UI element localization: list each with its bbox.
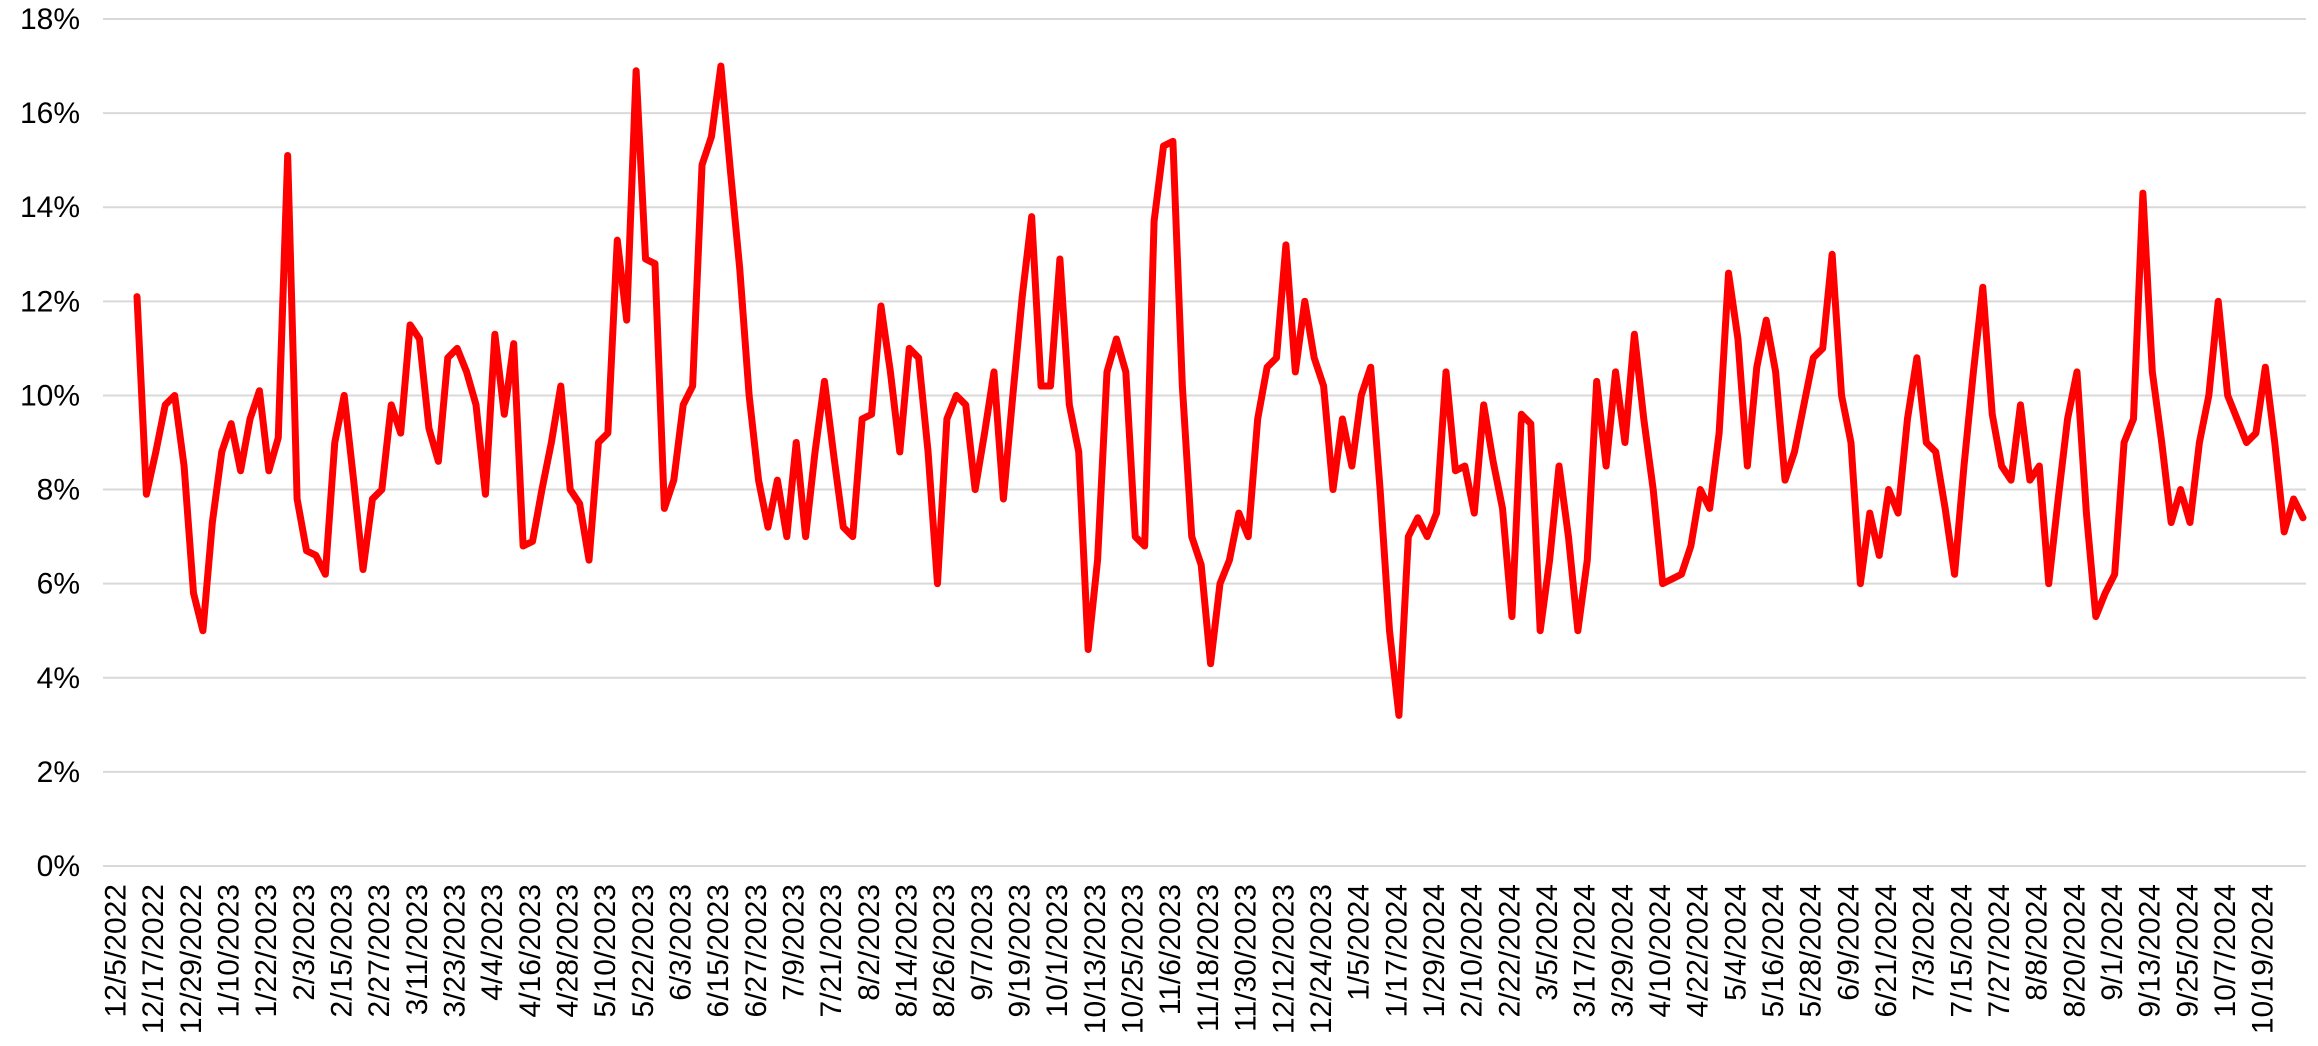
x-tick-label: 9/25/2024 [2171,884,2204,1017]
x-tick-label: 1/22/2023 [250,884,283,1017]
x-tick-label: 2/15/2023 [326,884,359,1017]
x-tick-label: 5/4/2024 [1719,884,1752,1001]
x-tick-label: 11/30/2023 [1230,884,1263,1032]
x-tick-label: 4/16/2023 [514,884,547,1017]
y-tick-label: 2% [37,756,80,789]
x-tick-label: 9/19/2023 [1004,884,1037,1017]
x-tick-label: 7/27/2024 [1983,884,2016,1017]
y-tick-label: 16% [20,97,80,130]
y-tick-label: 10% [20,379,80,412]
x-tick-label: 2/27/2023 [363,884,396,1017]
x-tick-label: 10/7/2024 [2209,884,2242,1017]
y-tick-label: 8% [37,474,80,507]
x-tick-label: 2/3/2023 [288,884,321,1001]
y-tick-label: 6% [37,568,80,601]
x-tick-label: 5/22/2023 [627,884,660,1017]
x-tick-label: 8/14/2023 [891,884,924,1017]
x-tick-label: 1/17/2024 [1380,884,1413,1017]
x-tick-label: 11/6/2023 [1154,884,1187,1015]
x-tick-label: 12/24/2023 [1305,884,1338,1034]
y-tick-label: 14% [20,191,80,224]
x-tick-label: 7/3/2024 [1908,884,1941,1001]
x-tick-label: 8/20/2024 [2058,884,2091,1017]
x-tick-label: 6/21/2024 [1870,884,1903,1017]
x-tick-label: 8/26/2023 [928,884,961,1017]
x-tick-label: 1/29/2024 [1418,884,1451,1017]
x-tick-label: 3/11/2023 [401,884,434,1015]
x-tick-label: 9/7/2023 [966,884,999,1001]
x-tick-label: 1/10/2023 [213,884,246,1017]
x-tick-label: 3/29/2024 [1606,884,1639,1017]
x-tick-label: 4/22/2024 [1682,884,1715,1017]
x-tick-label: 5/10/2023 [589,884,622,1017]
x-tick-label: 12/29/2022 [175,884,208,1034]
x-tick-label: 4/28/2023 [552,884,585,1017]
y-tick-label: 12% [20,285,80,318]
x-tick-label: 7/21/2023 [815,884,848,1017]
x-tick-label: 8/2/2023 [853,884,886,1001]
x-tick-label: 6/9/2024 [1832,884,1865,1001]
x-tick-label: 9/1/2024 [2096,884,2129,1001]
x-tick-label: 7/15/2024 [1945,884,1978,1017]
x-tick-label: 3/23/2023 [439,884,472,1017]
y-tick-label: 4% [37,662,80,695]
x-tick-label: 12/12/2023 [1267,884,1300,1034]
x-tick-label: 10/19/2024 [2247,884,2280,1034]
x-tick-label: 1/5/2024 [1343,884,1376,1001]
x-tick-label: 2/10/2024 [1456,884,1489,1017]
y-tick-label: 18% [20,3,80,36]
x-tick-label: 7/9/2023 [778,884,811,1001]
data-line [133,62,2307,719]
x-tick-label: 5/16/2024 [1757,884,1790,1017]
x-tick-label: 6/27/2023 [740,884,773,1017]
x-tick-label: 10/13/2023 [1079,884,1112,1034]
x-tick-label: 5/28/2024 [1795,884,1828,1017]
x-tick-label: 10/1/2023 [1041,884,1074,1017]
x-tick-label: 12/5/2022 [100,884,133,1017]
x-tick-label: 2/22/2024 [1493,884,1526,1017]
x-tick-label: 4/4/2023 [476,884,509,1001]
x-tick-label: 9/13/2024 [2134,884,2167,1017]
x-tick-label: 11/18/2023 [1192,884,1225,1032]
x-tick-label: 3/5/2024 [1531,884,1564,1001]
x-tick-label: 3/17/2024 [1569,884,1602,1017]
x-tick-label: 6/15/2023 [702,884,735,1017]
y-tick-label: 0% [37,850,80,883]
x-tick-label: 6/3/2023 [665,884,698,1001]
x-tick-label: 10/25/2023 [1117,884,1150,1034]
x-tick-label: 12/17/2022 [137,884,170,1034]
x-tick-label: 4/10/2024 [1644,884,1677,1017]
x-tick-label: 8/8/2024 [2021,884,2054,1001]
